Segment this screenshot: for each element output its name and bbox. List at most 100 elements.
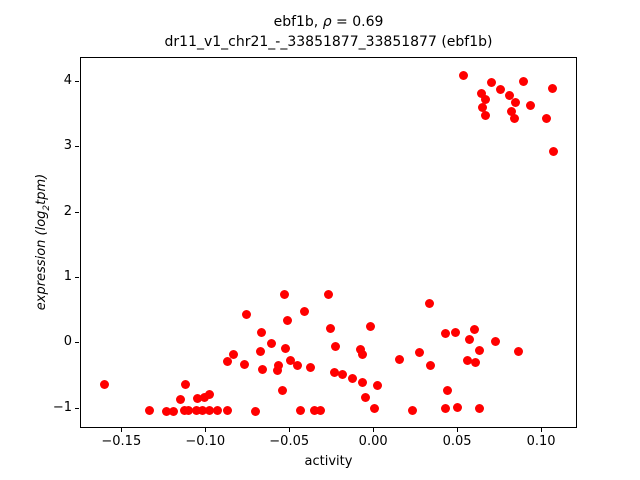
data-point [329, 367, 339, 377]
data-point [193, 393, 203, 403]
chart-title: ebf1b, ρ = 0.69 [80, 13, 577, 31]
data-point [443, 386, 453, 396]
data-point [191, 406, 201, 416]
data-point [496, 85, 506, 95]
data-point [306, 362, 316, 372]
data-point [309, 406, 319, 416]
data-point [283, 316, 293, 326]
data-point [481, 110, 491, 120]
x-tick-mark [289, 428, 291, 432]
data-point [408, 406, 418, 416]
data-point [507, 107, 517, 117]
chart-subtitle: dr11_v1_chr21_-_33851877_33851877 (ebf1b… [164, 34, 493, 50]
data-point [509, 113, 519, 123]
data-point [274, 361, 284, 371]
x-tick-mark [205, 428, 207, 432]
data-point [144, 406, 154, 416]
data-point [223, 356, 233, 366]
data-point [481, 94, 491, 104]
chart-title-gene: ebf1b, [273, 14, 323, 30]
data-point [242, 309, 252, 319]
data-point [205, 406, 215, 416]
data-point [358, 377, 368, 387]
data-point [293, 361, 303, 371]
data-point [278, 386, 288, 396]
x-tick-mark [541, 428, 543, 432]
data-point [487, 78, 497, 88]
y-tick-mark [75, 407, 79, 409]
data-point [476, 88, 486, 98]
data-point [338, 369, 348, 379]
data-point [373, 381, 383, 391]
data-point [414, 347, 424, 357]
data-point [361, 392, 371, 402]
data-point [324, 289, 334, 299]
data-point [366, 322, 376, 332]
data-point [369, 404, 379, 414]
y-tick-label: 1 [63, 269, 72, 285]
data-point [257, 327, 267, 337]
data-point [541, 113, 551, 123]
data-point [279, 290, 289, 300]
data-point [470, 325, 480, 335]
x-tick-label: 0.00 [358, 434, 388, 449]
data-point [441, 328, 451, 338]
data-point [228, 350, 238, 360]
data-point [547, 83, 557, 93]
data-point [180, 380, 190, 390]
x-axis-label: activity [304, 454, 353, 469]
data-point [299, 306, 309, 316]
data-point [169, 407, 179, 417]
data-point [465, 334, 475, 344]
data-point [179, 406, 189, 416]
data-point [212, 406, 222, 416]
y-tick-mark [75, 80, 79, 82]
data-point [281, 343, 291, 353]
y-tick-mark [75, 146, 79, 148]
y-tick-mark [75, 277, 79, 279]
data-point [355, 344, 365, 354]
data-point [426, 361, 436, 371]
y-tick-label: −1 [52, 399, 72, 415]
y-tick-mark [75, 342, 79, 344]
data-point [326, 323, 336, 333]
data-point [184, 406, 194, 416]
x-tick-label: −0.10 [185, 434, 226, 449]
data-point [441, 404, 451, 414]
data-point [477, 103, 487, 113]
x-tick-mark [373, 428, 375, 432]
data-point [296, 406, 306, 416]
data-point [458, 70, 468, 80]
data-point [348, 373, 357, 383]
data-point [474, 346, 484, 356]
rho-symbol: ρ [322, 14, 332, 30]
data-point [471, 357, 481, 367]
x-tick-mark [121, 428, 123, 432]
data-point [518, 77, 528, 87]
chart-title-rho-value: = 0.69 [331, 14, 384, 30]
y-tick-label: 4 [63, 72, 72, 88]
x-tick-label: −0.15 [101, 434, 142, 449]
data-point [331, 342, 341, 352]
data-point [315, 406, 325, 416]
data-point [394, 354, 404, 364]
data-point [451, 328, 461, 338]
data-point [267, 338, 277, 348]
plot-area [80, 57, 577, 428]
data-point [198, 406, 208, 416]
y-tick-mark [75, 211, 79, 213]
data-point [504, 90, 514, 100]
data-point [223, 406, 233, 416]
y-tick-label: 3 [63, 138, 72, 154]
data-point [526, 100, 536, 110]
data-point [475, 403, 485, 413]
x-tick-mark [457, 428, 459, 432]
x-tick-label: −0.05 [269, 434, 310, 449]
data-point [162, 407, 172, 417]
data-point [285, 355, 295, 365]
data-point [258, 365, 268, 375]
x-tick-label: 0.05 [442, 434, 472, 449]
y-tick-label: 2 [63, 203, 72, 219]
y-tick-label: 0 [63, 334, 72, 350]
